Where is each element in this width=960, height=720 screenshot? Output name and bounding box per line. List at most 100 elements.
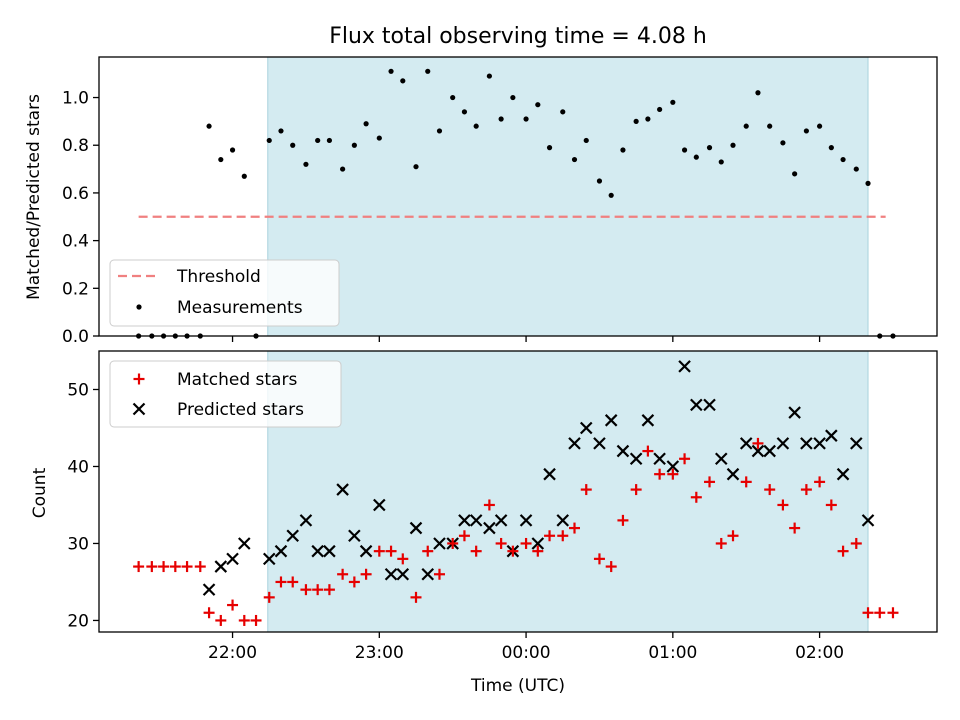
measurement-point — [425, 68, 431, 74]
predicted-star-point — [531, 537, 545, 550]
predicted-star-point — [286, 529, 300, 543]
predicted-star-point — [458, 514, 471, 527]
predicted-star-point — [226, 552, 239, 566]
measurement-point — [473, 123, 479, 129]
measurement-point — [486, 73, 492, 79]
bottom-observing-window — [267, 350, 869, 633]
predicted-star-point — [776, 437, 790, 450]
predicted-star-point — [813, 437, 826, 450]
count-points — [133, 360, 899, 626]
legend-predicted-marker — [132, 402, 146, 416]
measurement-point — [755, 90, 761, 96]
legend-measurements-swatch — [136, 304, 142, 310]
measurement-point — [620, 147, 626, 153]
measurement-point — [436, 128, 443, 134]
measurement-point — [571, 156, 578, 163]
top-legend-box — [109, 259, 340, 327]
measurement-point — [241, 173, 247, 179]
predicted-star-point — [629, 452, 643, 466]
predicted-star-point — [299, 514, 313, 527]
bottom-y-ticks: 20 30 40 50 — [67, 380, 99, 631]
legend-measurements-label: Measurements — [177, 298, 303, 318]
measurement-point — [780, 140, 786, 146]
y-tick-label: 40 — [67, 457, 89, 477]
measurement-point — [693, 154, 699, 160]
bottom-panel: 20 30 40 50 22:00 23:00 00:00 01:00 02:00 Count… — [30, 350, 938, 696]
predicted-star-point — [850, 437, 863, 450]
top-y-axis-label: Matched/Predicted stars — [24, 94, 44, 300]
predicted-star-point — [788, 406, 801, 419]
predicted-star-point — [641, 414, 655, 427]
measurement-point — [351, 142, 357, 148]
top-panel-frame — [98, 56, 938, 337]
measurement-point — [510, 94, 516, 101]
measurement-point — [803, 128, 809, 134]
measurement-point — [706, 145, 713, 151]
predicted-star-point — [384, 567, 398, 581]
measurement-point — [681, 147, 688, 153]
top-panel: 0.0 0.2 0.4 0.6 0.8 1.0 Matched/Predicted sta… — [24, 56, 938, 347]
measurement-point — [816, 123, 823, 129]
y-tick-label: 0.8 — [62, 136, 89, 156]
top-x-ticks — [231, 336, 821, 342]
measurement-point — [278, 128, 284, 134]
y-tick-label: 30 — [67, 534, 89, 554]
legend-predicted-swatch — [132, 402, 146, 416]
x-tick-label: 02:00 — [795, 643, 844, 663]
y-tick-label: 0.0 — [62, 327, 89, 347]
measurement-points — [136, 68, 896, 339]
measurement-point — [315, 137, 321, 144]
y-tick-label: 0.2 — [62, 279, 89, 299]
measurement-point — [218, 156, 224, 163]
y-tick-label: 0.4 — [62, 232, 89, 252]
measurement-point — [266, 137, 272, 144]
predicted-star-point — [359, 544, 373, 558]
predicted-star-point — [726, 467, 740, 481]
predicted-star-point — [543, 467, 556, 481]
predicted-star-point — [800, 437, 813, 450]
measurement-point — [596, 178, 603, 184]
predicted-star-point — [690, 398, 703, 412]
predicted-star-point — [714, 452, 728, 466]
predicted-star-point — [604, 414, 618, 427]
predicted-star-point — [653, 452, 666, 466]
predicted-star-point — [519, 514, 533, 527]
top-legend: Threshold Measurements — [109, 259, 340, 327]
measurement-point — [792, 171, 798, 177]
y-tick-label: 50 — [67, 380, 89, 400]
predicted-star-point — [568, 437, 581, 450]
measurement-point — [657, 106, 663, 113]
measurement-point — [363, 121, 369, 127]
measurement-point — [608, 192, 614, 198]
predicted-star-point — [323, 544, 336, 558]
x-axis-label: Time (UTC) — [470, 676, 565, 696]
measurement-point — [767, 123, 773, 129]
y-tick-label: 20 — [67, 611, 89, 631]
predicted-star-point — [214, 560, 228, 573]
predicted-star-point — [274, 544, 288, 558]
predicted-star-point — [311, 544, 324, 558]
predicted-star-point — [579, 421, 593, 435]
predicted-star-point — [409, 521, 423, 535]
measurement-point — [853, 166, 859, 172]
legend-matched-swatch — [133, 373, 145, 385]
predicted-star-point — [703, 398, 716, 412]
predicted-star-point — [483, 521, 496, 535]
measurement-point — [413, 164, 419, 170]
predicted-star-point — [861, 514, 875, 527]
measurement-point — [546, 145, 553, 151]
predicted-star-point — [494, 514, 508, 527]
x-tick-label: 01:00 — [648, 643, 697, 663]
measurement-point — [340, 166, 346, 172]
measurement-point — [840, 156, 846, 163]
measurement-point — [633, 118, 639, 124]
measurement-point — [303, 161, 309, 167]
predicted-star-point — [238, 537, 251, 550]
measurement-point — [865, 180, 871, 186]
measurement-point — [535, 102, 541, 108]
x-tick-label: 00:00 — [502, 643, 551, 663]
measurement-point — [743, 123, 749, 129]
legend-predicted-label: Predicted stars — [177, 400, 304, 420]
measurement-point — [450, 94, 456, 101]
measurement-point — [400, 78, 406, 84]
